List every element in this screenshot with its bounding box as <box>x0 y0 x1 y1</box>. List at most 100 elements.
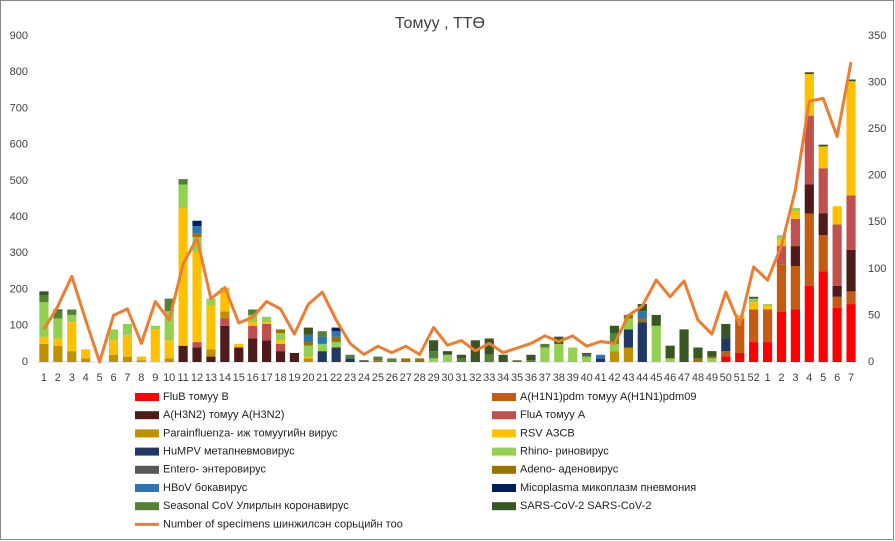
bar-segment <box>818 213 828 236</box>
legend-label: Parainfluenza- иж томуугийн вирус <box>163 427 338 439</box>
bar-segment <box>804 184 814 214</box>
bar-segment <box>595 354 606 359</box>
x-tick-label: 52 <box>748 372 760 384</box>
legend-swatch <box>135 465 159 474</box>
bar-segment <box>331 342 341 348</box>
bar-segment <box>804 74 814 116</box>
x-tick-label: 17 <box>260 372 272 384</box>
legend-swatch <box>492 447 516 456</box>
x-tick-label: 16 <box>247 372 259 384</box>
bar-segment <box>665 358 675 362</box>
x-tick-label: 1 <box>764 372 770 384</box>
bar-segment <box>122 356 133 362</box>
legend-label: HBoV бокавирус <box>163 482 248 494</box>
bar-segment <box>790 208 800 212</box>
bar-segment <box>192 251 202 343</box>
bar-segment <box>81 358 91 362</box>
y2-tick-label: 250 <box>868 123 886 135</box>
legend-label: Adeno- аденовирус <box>520 464 619 476</box>
x-tick-label: 31 <box>455 372 467 384</box>
bar-segment <box>721 351 731 357</box>
bar-segment <box>359 360 369 362</box>
bar-segment <box>846 195 856 250</box>
bar-segment <box>540 347 550 362</box>
bar-segment <box>275 351 286 362</box>
bar-segment <box>136 360 146 362</box>
bar-segment <box>735 318 745 353</box>
bar-segment <box>749 298 759 303</box>
bar-segment <box>220 311 230 319</box>
x-tick-label: 24 <box>358 372 370 384</box>
x-tick-label: 44 <box>636 372 648 384</box>
bar-segment <box>192 226 202 234</box>
y-tick-label: 500 <box>10 175 28 187</box>
y2-tick-label: 50 <box>868 309 880 321</box>
bar-segment <box>721 356 731 362</box>
x-tick-label: 51 <box>734 372 746 384</box>
bar-segment <box>790 266 800 310</box>
x-tick-label: 4 <box>83 372 89 384</box>
bar-segment <box>192 347 202 362</box>
y-tick-label: 800 <box>10 66 28 78</box>
legend-label: RSV АЗСВ <box>520 427 575 439</box>
bar-segment <box>317 351 327 362</box>
bar-segment <box>53 309 63 312</box>
x-tick-label: 12 <box>191 372 203 384</box>
bar-segment <box>206 305 216 350</box>
y2-tick-label: 0 <box>868 356 874 368</box>
bar-segment <box>303 345 313 357</box>
x-tick-label: 15 <box>233 372 245 384</box>
bar-segment <box>609 325 620 334</box>
bar-segment <box>540 343 550 348</box>
bar-segment <box>317 336 327 344</box>
bar-segment <box>331 336 341 343</box>
bar-segment <box>108 340 119 355</box>
bar-segment <box>39 302 49 337</box>
y-tick-label: 400 <box>10 211 28 223</box>
bar-segment <box>818 144 828 147</box>
x-tick-label: 20 <box>302 372 314 384</box>
bar-segment <box>234 343 244 348</box>
x-tick-label: 9 <box>152 372 158 384</box>
bar-segment <box>609 343 620 352</box>
legend-swatch <box>135 411 159 420</box>
bar-segment <box>790 309 800 362</box>
bar-segment <box>387 358 397 362</box>
bar-segment <box>804 213 814 286</box>
bar-segment <box>693 347 703 359</box>
bar-segment <box>53 318 63 339</box>
x-tick-label: 34 <box>497 372 509 384</box>
bar-segment <box>67 314 77 323</box>
bar-segment <box>442 354 453 362</box>
bar-segment <box>762 309 773 343</box>
x-tick-label: 13 <box>205 372 217 384</box>
bar-segment <box>164 311 174 341</box>
bar-segment <box>81 349 91 359</box>
x-tick-label: 49 <box>706 372 718 384</box>
bar-segment <box>804 72 814 75</box>
x-tick-label: 28 <box>414 372 426 384</box>
bar-segment <box>679 329 689 362</box>
x-tick-label: 38 <box>553 372 565 384</box>
bar-segment <box>303 334 313 343</box>
bar-segment <box>317 343 327 352</box>
bar-segment <box>428 340 439 352</box>
legend-label: Seasonal CoV Улирлын коронавирус <box>163 500 349 512</box>
bar-segment <box>818 271 828 362</box>
legend-swatch <box>492 484 516 492</box>
x-tick-label: 33 <box>483 372 495 384</box>
x-tick-label: 30 <box>441 372 453 384</box>
bar-segment <box>804 115 814 185</box>
x-tick-label: 43 <box>622 372 634 384</box>
bar-segment <box>401 358 411 362</box>
x-tick-label: 4 <box>806 372 812 384</box>
legend-label: HuMPV метапневмовирус <box>163 446 295 458</box>
bar-segment <box>178 184 188 209</box>
bar-segment <box>846 79 856 82</box>
bar-segment <box>164 298 174 312</box>
bar-segment <box>164 340 174 359</box>
x-tick-label: 3 <box>69 372 75 384</box>
x-tick-label: 37 <box>539 372 551 384</box>
legend-label: A(H1N1)pdm томуу A(H1N1)pdm09 <box>520 391 696 403</box>
bar-segment <box>39 336 49 344</box>
